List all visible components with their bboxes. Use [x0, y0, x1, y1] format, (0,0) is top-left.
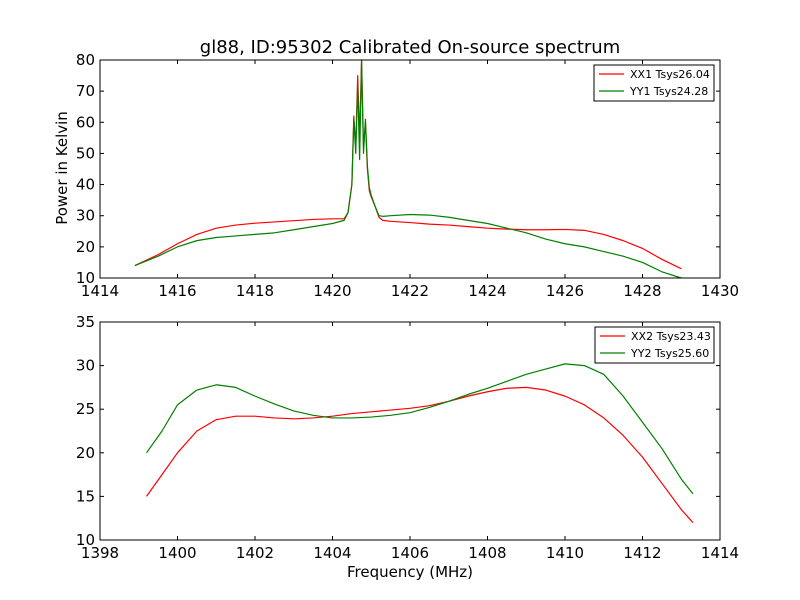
top-plot-area: 1414 1416 1418 1420 1422 1424 1426 1428 1430 10 20…	[76, 51, 739, 300]
top-legend-box	[593, 64, 715, 102]
bottom-plot-area: 1398 1400 1402 1404 1406 1408 1410 1412 1414 10 15…	[76, 313, 739, 562]
top-ytick-label: 20	[76, 238, 95, 256]
bottom-xtick-label: 1398	[81, 544, 119, 562]
bottom-legend-label-yy2: YY2 Tsys25.60	[630, 347, 709, 360]
top-series-line-2	[134, 59, 682, 279]
top-xtick-label: 1418	[236, 282, 274, 300]
bottom-xtick-label: 1400	[158, 544, 196, 562]
top-xtick-label: 1430	[701, 282, 739, 300]
top-xtick-label: 1414	[81, 282, 119, 300]
bottom-ytick-label: 20	[76, 444, 95, 462]
bottom-ytick-label: 30	[76, 357, 95, 375]
bottom-xtick-label: 1414	[701, 544, 739, 562]
top-ytick-label: 70	[76, 82, 95, 100]
bottom-xtick-label: 1404	[313, 544, 351, 562]
bottom-xtick-label: 1402	[236, 544, 274, 562]
bottom-legend-label-xx2: XX2 Tsys23.43	[631, 330, 711, 343]
bottom-xtick-label: 1406	[391, 544, 429, 562]
top-legend-label-yy1: YY1 Tsys24.28	[629, 85, 708, 98]
top-legend: XX1 Tsys26.04 YY1 Tsys24.28	[593, 64, 715, 102]
top-ytick-label: 80	[76, 51, 95, 69]
bottom-chart: 1398 1400 1402 1404 1406 1408 1410 1412 1414 10 15…	[76, 313, 739, 581]
top-xtick-label: 1422	[391, 282, 429, 300]
top-xtick-label: 1420	[313, 282, 351, 300]
top-ytick-label: 30	[76, 207, 95, 225]
bottom-ytick-label: 10	[76, 531, 95, 549]
bottom-xtick-label: 1410	[546, 544, 584, 562]
top-chart-title: gl88, ID:95302 Calibrated On-source spec…	[200, 37, 620, 58]
bottom-ytick-label: 35	[76, 313, 95, 331]
bottom-xtick-label: 1412	[623, 544, 661, 562]
top-xtick-label: 1428	[623, 282, 661, 300]
top-ytick-label: 60	[76, 113, 95, 131]
bottom-series-line-1	[146, 386, 694, 523]
bottom-series-line-2	[146, 363, 694, 495]
top-xtick-label: 1416	[158, 282, 196, 300]
top-ytick-label: 50	[76, 144, 95, 162]
bottom-xtick-label: 1408	[468, 544, 506, 562]
bottom-ytick-label: 15	[76, 487, 95, 505]
top-legend-label-xx1: XX1 Tsys26.04	[630, 68, 710, 81]
top-ytick-label: 40	[76, 176, 95, 194]
top-chart: gl88, ID:95302 Calibrated On-source spec…	[53, 37, 739, 300]
top-xtick-label: 1424	[468, 282, 506, 300]
bottom-legend: XX2 Tsys23.43 YY2 Tsys25.60	[594, 326, 715, 364]
top-xtick-label: 1426	[546, 282, 584, 300]
top-chart-ylabel: Power in Kelvin	[53, 111, 71, 225]
top-ytick-label: 10	[76, 269, 95, 287]
bottom-chart-xlabel: Frequency (MHz)	[347, 563, 473, 581]
bottom-ytick-label: 25	[76, 400, 95, 418]
bottom-legend-box	[594, 326, 715, 364]
